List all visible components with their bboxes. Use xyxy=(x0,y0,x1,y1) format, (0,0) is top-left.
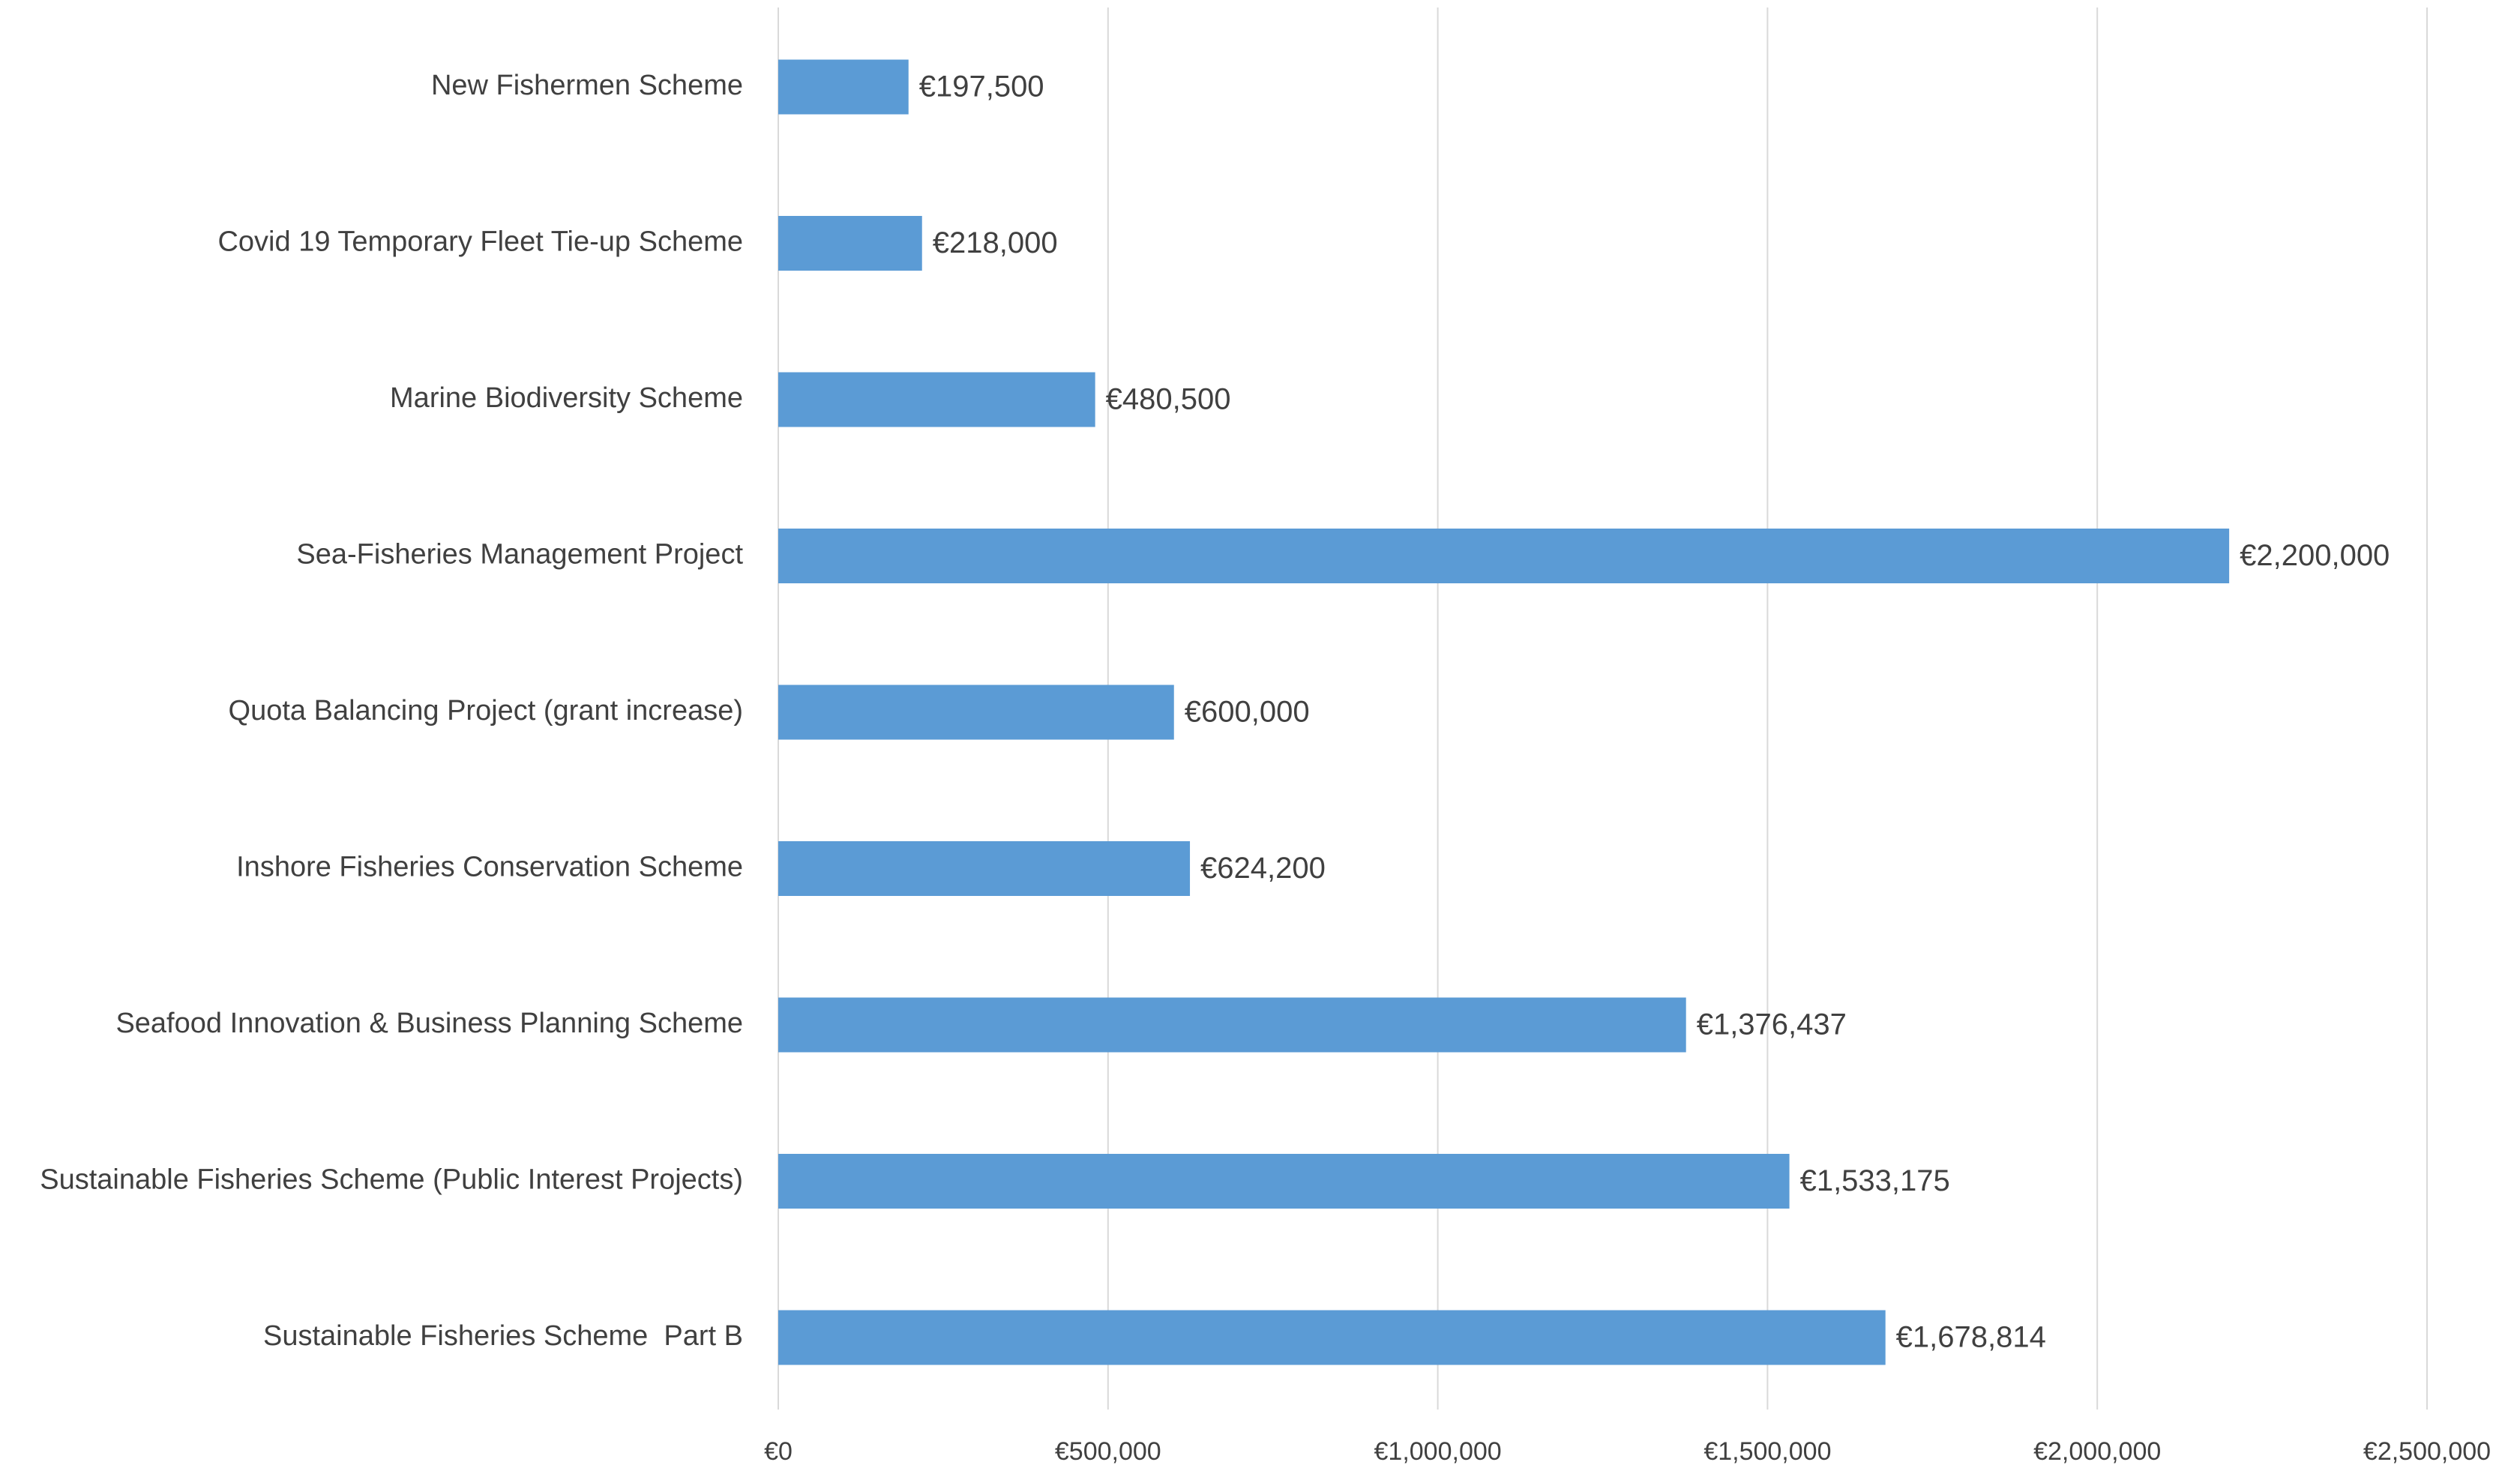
data-label: €218,000 xyxy=(933,226,1058,259)
category-label: Inshore Fisheries Conservation Scheme xyxy=(236,852,743,883)
x-tick-label: €2,000,000 xyxy=(2033,1437,2161,1465)
data-label: €1,678,814 xyxy=(1896,1321,2046,1354)
x-tick-label: €1,000,000 xyxy=(1374,1437,1502,1465)
bar xyxy=(778,529,2230,583)
x-tick-label: €500,000 xyxy=(1055,1437,1161,1465)
category-label: Covid 19 Temporary Fleet Tie-up Scheme xyxy=(217,226,743,258)
category-label: Sustainable Fisheries Scheme (Public Int… xyxy=(40,1164,743,1196)
x-tick-label: €1,500,000 xyxy=(1703,1437,1831,1465)
bar xyxy=(778,372,1095,427)
bar xyxy=(778,59,909,115)
category-label: Seafood Innovation & Business Planning S… xyxy=(115,1008,743,1039)
category-label: Sea-Fisheries Management Project xyxy=(296,539,743,571)
data-label: €600,000 xyxy=(1185,696,1310,729)
bar xyxy=(778,997,1686,1053)
bar xyxy=(778,841,1191,896)
data-label: €2,200,000 xyxy=(2240,539,2390,572)
category-label: Sustainable Fisheries Scheme Part B xyxy=(263,1320,743,1352)
data-label: €480,500 xyxy=(1106,383,1231,416)
x-tick-label: €0 xyxy=(764,1437,793,1465)
bar xyxy=(778,216,922,271)
bar xyxy=(778,685,1174,740)
category-label: New Fishermen Scheme xyxy=(431,70,743,101)
data-label: €1,533,175 xyxy=(1800,1164,1950,1197)
data-label: €624,200 xyxy=(1200,852,1326,885)
data-label: €197,500 xyxy=(919,70,1044,103)
data-label: €1,376,437 xyxy=(1697,1008,1847,1041)
bar xyxy=(778,1154,1790,1209)
category-label: Quota Balancing Project (grant increase) xyxy=(229,695,743,727)
bar xyxy=(778,1310,1886,1365)
category-label: Marine Biodiversity Scheme xyxy=(390,382,743,414)
x-tick-label: €2,500,000 xyxy=(2363,1437,2491,1465)
